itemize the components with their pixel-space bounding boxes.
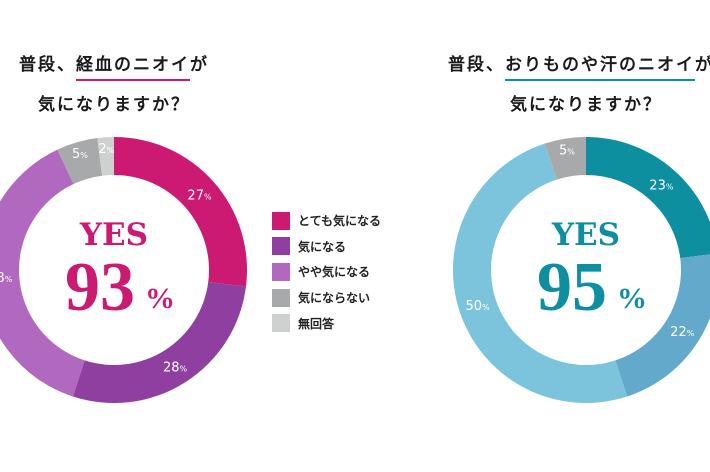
right-title-line1: 普段、おりものや汗のニオイが [448,50,710,81]
legend-swatch [272,288,290,307]
legend-item: 気にならない [272,285,381,311]
donut-slice [544,137,586,180]
center-percent-value: 93 [65,249,135,326]
data-label: 22% [670,325,695,340]
data-label: 5% [559,144,575,159]
donut-slice [0,149,85,397]
donut-slice [586,137,710,259]
right-title-highlight: おりものや汗のニオイ [505,55,695,81]
right-title-line2: 気になりますか？ [510,95,662,115]
left-title-line1: 普段、経血のニオイが [0,50,228,81]
data-label: 23% [649,178,674,193]
data-label: 5% [72,147,88,162]
data-label: 27% [187,189,212,204]
legend-label: 気にならない [298,291,371,306]
left-title-prefix: 普段、 [19,55,76,75]
left-title-suffix: が [190,55,209,75]
center-yes-label: YES [79,217,148,253]
legend-item: とても気になる [272,208,381,234]
legend-item: 無回答 [272,310,381,336]
donut-slice [72,281,246,403]
donut-slice [615,254,710,397]
data-label: 50% [466,299,491,314]
legend-label: やや気になる [298,265,371,280]
center-percent-value: 95 [537,249,607,326]
donut-slice [57,138,103,185]
legend-item: やや気になる [272,259,381,285]
right-title-prefix: 普段、 [448,55,505,75]
legend-swatch [272,314,290,333]
legend-swatch [272,262,290,281]
legend-label: とても気になる [298,214,382,229]
legend-swatch [272,237,290,256]
center-percent-unit: % [145,282,175,315]
data-label: 38% [0,271,13,286]
data-label: 2% [98,142,114,157]
legend-swatch [272,211,290,230]
legend-label: 気になる [298,239,347,254]
donut-slice [114,137,247,287]
legend-label: 無回答 [298,316,335,331]
data-label: 28% [163,360,188,375]
left-title-line2: 気になりますか？ [38,95,190,115]
donut-slice [453,143,628,403]
center-percent-unit: % [617,282,647,315]
center-yes-label: YES [551,217,620,253]
left-title-highlight: 経血のニオイ [76,55,190,81]
donut-slice [97,137,114,176]
legend: とても気になる 気になる やや気になる 気にならない 無回答 [272,208,381,336]
right-title-suffix: が [695,55,710,75]
legend-item: 気になる [272,234,381,260]
